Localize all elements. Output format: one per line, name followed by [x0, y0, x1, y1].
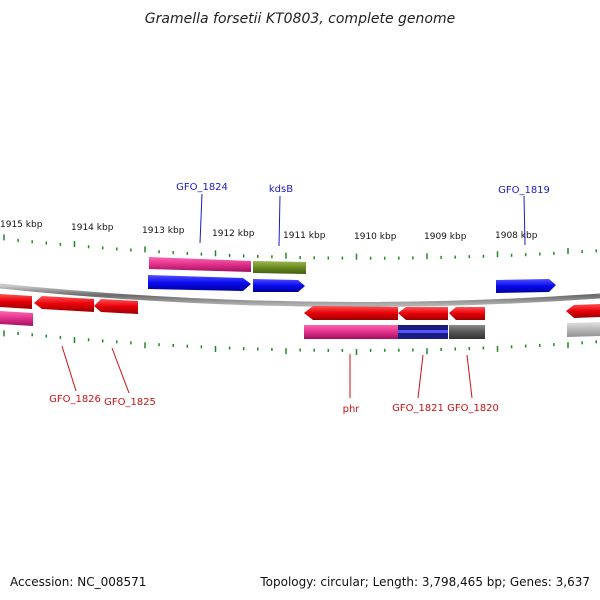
reverse-strand-features [0, 294, 600, 339]
feature-kdsb-olive [253, 261, 306, 274]
feature-pink-top [149, 257, 251, 272]
feature-gfo-1821-stripe [398, 330, 448, 333]
feature-phr-pink [304, 325, 398, 339]
gene-gfo-1821-arrow [398, 307, 448, 320]
inner-scale-ticks [3, 330, 597, 355]
gene-labels: GFO_1824 kdsB GFO_1819 GFO_1826 GFO_1825… [49, 182, 550, 415]
leader-gfo-1819 [523, 195, 526, 246]
leader-gfo-1825 [111, 347, 130, 394]
scale-label: 1913 kbp [142, 226, 185, 236]
gene-gfo-1826-arrow [34, 296, 94, 312]
gene-kdsb-arrow [253, 279, 305, 292]
genome-backbone [0, 283, 600, 307]
scale-label: 1915 kbp [0, 220, 43, 230]
gene-gfo-1824-arrow [148, 275, 251, 291]
gene-right-edge-arrow [566, 304, 600, 318]
gene-label-gfo-1821[interactable]: GFO_1821 [392, 403, 444, 414]
gene-phr-arrow [304, 306, 398, 320]
feature-gfo-1820-dark [449, 325, 485, 339]
scale-label: 1914 kbp [71, 223, 114, 233]
gene-label-gfo-1825[interactable]: GFO_1825 [104, 397, 156, 408]
leader-gfo-1820 [466, 354, 473, 399]
feature-right-grey [567, 322, 600, 337]
scale-labels: 1915 kbp 1914 kbp 1913 kbp 1912 kbp 1911… [0, 220, 538, 242]
leader-gfo-1821 [417, 354, 424, 399]
gene-label-gfo-1820[interactable]: GFO_1820 [447, 403, 499, 414]
map-title: Gramella forsetii KT0803, complete genom… [145, 11, 455, 27]
scale-label: 1910 kbp [354, 232, 397, 242]
gene-label-kdsb[interactable]: kdsB [269, 184, 293, 195]
gene-left-edge-arrow [0, 294, 32, 309]
scale-label: 1912 kbp [212, 229, 255, 239]
leader-kdsb [278, 195, 281, 247]
scale-label: 1911 kbp [283, 231, 326, 241]
gene-label-gfo-1824[interactable]: GFO_1824 [176, 182, 228, 193]
genome-stats-text: Topology: circular; Length: 3,798,465 bp… [259, 575, 590, 589]
forward-strand-features [148, 257, 556, 293]
outer-scale-ticks [3, 234, 597, 260]
gene-label-phr[interactable]: phr [343, 404, 361, 415]
gene-gfo-1825-arrow [94, 299, 138, 314]
gene-label-gfo-1826[interactable]: GFO_1826 [49, 394, 101, 405]
leader-gfo-1824 [199, 193, 203, 244]
label-leaders [61, 193, 526, 399]
scale-label: 1908 kbp [495, 231, 538, 241]
gene-gfo-1819-arrow [496, 279, 556, 293]
gene-label-gfo-1819[interactable]: GFO_1819 [498, 185, 550, 196]
feature-pink-left [0, 311, 33, 326]
scale-label: 1909 kbp [424, 232, 467, 242]
leader-gfo-1826 [61, 345, 77, 392]
gene-gfo-1820-arrow [449, 307, 485, 320]
accession-text: Accession: NC_008571 [10, 575, 146, 589]
